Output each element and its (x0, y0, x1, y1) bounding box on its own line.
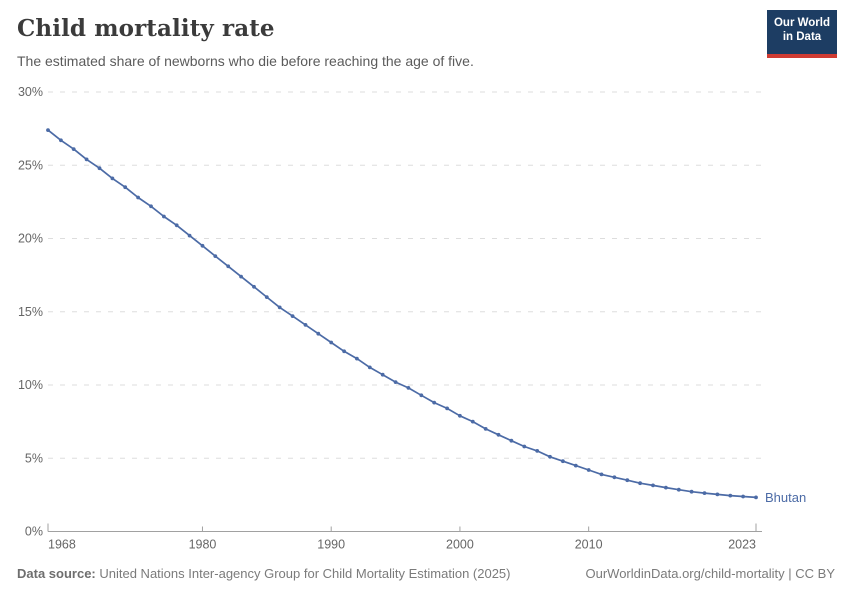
data-point-2007 (548, 454, 552, 459)
data-point-2002 (483, 427, 488, 431)
data-point-1996 (406, 386, 411, 390)
owid-logo[interactable]: Our World in Data (767, 10, 837, 58)
data-point-2022 (741, 494, 745, 499)
series-label-bhutan: Bhutan (765, 490, 806, 505)
y-tick-label-5: 5% (25, 451, 43, 465)
chart-area: 0% 5% 10% 15% 20% 25% 30% 1968 1980 1990 2000 2010 2… (0, 0, 850, 560)
data-point-1987 (290, 314, 295, 318)
chart-footer: Data source: United Nations Inter-agency… (17, 566, 835, 581)
data-point-2014 (638, 481, 642, 486)
y-tick-label-10: 10% (18, 378, 43, 392)
owid-logo-line2: in Data (782, 31, 822, 44)
data-point-2021 (728, 493, 733, 498)
data-point-1971 (84, 157, 89, 162)
data-point-1977 (162, 214, 166, 219)
data-point-2012 (612, 475, 617, 480)
chart-subtitle: The estimated share of newborns who die … (17, 53, 474, 69)
chart-title: Child mortality rate (17, 15, 275, 42)
data-point-1989 (316, 331, 321, 336)
data-point-1984 (252, 284, 256, 289)
data-point-1988 (303, 323, 308, 327)
data-point-2020 (715, 492, 720, 497)
x-tick-label-2023: 2023 (728, 538, 756, 552)
chart-canvas[interactable]: 0% 5% 10% 15% 20% 25% 30% 1968 1980 1990 2000 2010 2… (0, 0, 850, 560)
data-point-1973 (110, 176, 115, 181)
owid-link[interactable]: OurWorldinData.org/child-mortality | CC … (585, 566, 836, 581)
data-point-1993 (367, 365, 372, 370)
data-point-2011 (599, 472, 604, 477)
data-point-2023 (754, 495, 758, 500)
data-point-1986 (277, 305, 282, 310)
data-point-1994 (380, 372, 385, 377)
data-point-1968 (46, 128, 50, 133)
data-point-1972 (97, 166, 102, 171)
data-point-2010 (586, 468, 591, 472)
data-point-1981 (213, 254, 218, 258)
data-point-1970 (71, 147, 76, 152)
y-tick-label-25: 25% (18, 158, 43, 172)
y-tick-label-20: 20% (18, 232, 43, 246)
data-point-1999 (445, 406, 449, 411)
y-tick-label-30: 30% (18, 85, 43, 99)
data-source-note: Data source: United Nations Inter-agency… (17, 566, 511, 581)
data-point-2017 (676, 487, 681, 492)
data-point-2019 (702, 491, 707, 495)
data-point-1969 (59, 138, 63, 143)
data-point-1974 (123, 185, 128, 190)
x-tick-label-1968: 1968 (48, 538, 76, 552)
data-point-1982 (226, 264, 231, 269)
owid-logo-line1: Our World (773, 17, 830, 29)
data-point-1992 (355, 356, 359, 361)
x-tick-label-2000: 2000 (446, 538, 474, 552)
data-source-label: Data source: (17, 566, 96, 581)
x-tick-label-1980: 1980 (189, 538, 217, 552)
y-tick-label-0: 0% (25, 525, 43, 539)
data-point-2015 (651, 483, 655, 488)
data-point-2018 (689, 489, 694, 494)
data-point-2001 (470, 419, 475, 424)
data-point-1978 (174, 223, 179, 228)
data-point-1998 (432, 400, 437, 405)
data-point-2003 (496, 432, 501, 437)
data-point-2005 (522, 444, 527, 449)
data-point-1990 (329, 340, 334, 345)
data-point-2016 (664, 485, 668, 490)
data-point-2000 (458, 413, 462, 418)
data-point-1991 (342, 349, 346, 354)
data-point-1980 (200, 243, 205, 248)
x-tick-label-1990: 1990 (317, 538, 345, 552)
data-point-2004 (509, 438, 514, 443)
data-source-text: United Nations Inter-agency Group for Ch… (95, 566, 511, 581)
data-point-2006 (535, 449, 540, 453)
x-tick-label-2010: 2010 (575, 538, 603, 552)
data-point-2009 (573, 463, 578, 468)
data-point-1979 (187, 233, 192, 238)
data-point-1995 (393, 380, 398, 384)
data-point-2008 (561, 459, 565, 464)
y-tick-label-15: 15% (18, 305, 43, 319)
data-point-1983 (239, 274, 244, 279)
series-line-bhutan (47, 129, 757, 499)
data-point-1997 (419, 393, 424, 398)
data-point-1976 (149, 204, 153, 209)
data-point-1975 (136, 195, 141, 200)
data-point-1985 (264, 295, 269, 299)
data-point-2013 (625, 478, 630, 483)
